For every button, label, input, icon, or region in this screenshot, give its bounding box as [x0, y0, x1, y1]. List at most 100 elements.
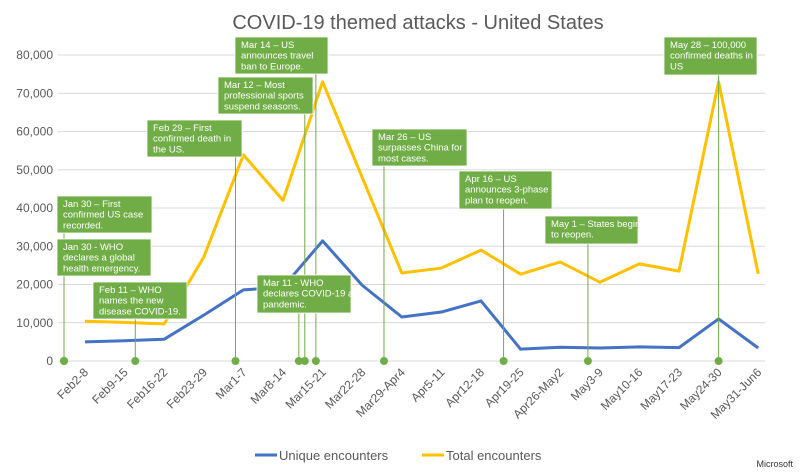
x-tick-label: Mar15-21 — [283, 365, 329, 411]
event-annotation — [60, 276, 69, 365]
x-tick-label: May3-9 — [568, 365, 606, 403]
callout-text: Mar 26 – US — [378, 132, 431, 143]
event-marker — [231, 357, 240, 365]
x-tick-label: May17-23 — [637, 365, 685, 413]
callout-box — [256, 274, 352, 314]
callout-text: announces travel — [241, 51, 313, 62]
x-tick-label: Apr12-18 — [442, 365, 487, 410]
callout-text: recorded. — [63, 220, 103, 231]
callout-text: Mar 14 – US — [241, 40, 294, 51]
event-annotation — [379, 166, 388, 365]
event-annotation — [231, 157, 240, 365]
callout-text: announces 3-phase — [465, 185, 548, 196]
event-marker — [300, 357, 309, 365]
event-annotation — [294, 313, 303, 365]
legend-item: Unique encounters — [255, 448, 389, 463]
callout-box — [217, 76, 314, 115]
y-tick-label: 0 — [46, 354, 53, 368]
event-marker — [714, 357, 723, 365]
callout-box — [92, 281, 188, 320]
callout-text: Feb 11 – WHO — [99, 285, 162, 296]
event-marker — [499, 357, 508, 365]
callout-text: ban to Europe. — [241, 61, 303, 72]
event-marker — [131, 357, 140, 365]
callout-text: professional sports — [224, 91, 304, 102]
legend: Unique encounters Total encounters — [255, 448, 542, 463]
y-tick-label: 60,000 — [16, 125, 53, 139]
callout-text: to reopen. — [551, 230, 594, 241]
callout-text: surpasses China for — [378, 143, 462, 154]
chart-title: COVID-19 themed attacks - United States — [232, 12, 603, 34]
event-annotation — [131, 319, 140, 365]
callout-text: Apr 16 – US — [465, 174, 517, 185]
callout-text: Mar 11 - WHO — [263, 278, 324, 289]
series-lines — [84, 80, 760, 351]
callout-box — [458, 170, 553, 210]
x-tick-label: May10-16 — [598, 365, 646, 413]
y-tick-label: 20,000 — [16, 278, 53, 292]
callout-box — [544, 215, 639, 245]
callout-box — [234, 36, 329, 75]
y-tick-label: 10,000 — [16, 316, 53, 330]
callout-text: names the new — [99, 296, 164, 307]
callout-text: most cases. — [378, 153, 429, 164]
event-marker — [583, 357, 592, 365]
x-tick-label: Feb23-29 — [164, 365, 210, 411]
event-marker — [60, 357, 69, 365]
callout-text: Jan 30 - WHO — [63, 242, 123, 253]
x-tick-label: Apr5-11 — [408, 365, 448, 405]
callout-text: confirmed US case — [63, 210, 143, 221]
event-annotation — [714, 75, 723, 365]
callout-box — [56, 238, 152, 277]
x-tick-label: Feb2-8 — [54, 365, 91, 402]
callout-box — [146, 119, 243, 158]
legend-item: Total encounters — [422, 448, 542, 463]
callout-box — [371, 128, 468, 167]
event-annotation — [499, 209, 508, 365]
callout-text: declares COVID-19 a — [263, 289, 354, 300]
callout-text: plan to reopen. — [465, 195, 528, 206]
callout-text: Feb 29 – First — [153, 123, 212, 134]
series-line-unique-encounters — [84, 239, 760, 351]
callout-text: suspend seasons. — [224, 101, 301, 112]
y-tick-label: 70,000 — [16, 86, 53, 100]
y-tick-label: 30,000 — [16, 239, 53, 253]
callout-text: confirmed death in — [153, 134, 231, 145]
event-marker — [311, 357, 320, 365]
series-line-total-encounters — [84, 80, 760, 326]
legend-label: Unique encounters — [279, 448, 389, 463]
callout-text: US — [670, 61, 683, 72]
event-annotation — [583, 244, 592, 365]
callout-text: health emergency. — [63, 263, 140, 274]
event-marker — [294, 357, 303, 365]
callout-text: declares a global — [63, 253, 135, 264]
legend-label: Total encounters — [446, 448, 542, 463]
event-marker — [379, 357, 388, 365]
y-tick-label: 50,000 — [16, 163, 53, 177]
callout-text: Jan 30 – First — [63, 199, 121, 210]
event-annotation — [311, 74, 320, 365]
event-annotation — [300, 114, 309, 365]
callout-text: May 1 – States begin — [551, 219, 640, 230]
x-tick-label: Feb16-22 — [124, 365, 170, 411]
x-tick-label: Mar1-7 — [213, 365, 250, 402]
callout-text: confirmed deaths in — [670, 51, 753, 62]
y-tick-label: 40,000 — [16, 201, 53, 215]
callout-box — [663, 36, 758, 76]
y-tick-label: 80,000 — [16, 48, 53, 62]
callout-text: pandemic. — [263, 299, 307, 310]
